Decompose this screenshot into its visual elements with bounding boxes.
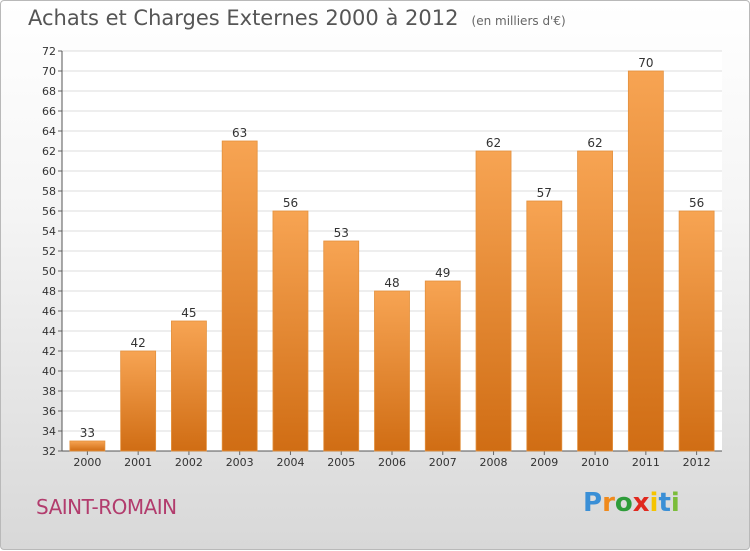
logo-letter: o xyxy=(614,488,633,518)
x-tick-label-2009: 2009 xyxy=(530,456,558,469)
y-tick-label: 48 xyxy=(42,285,56,298)
data-label-2006: 48 xyxy=(384,276,399,290)
logo-letter: i xyxy=(649,488,659,518)
data-label-2005: 53 xyxy=(334,226,349,240)
x-tick-label-2008: 2008 xyxy=(480,456,508,469)
data-label-2004: 56 xyxy=(283,196,298,210)
bar-2004 xyxy=(272,210,309,452)
y-tick-label: 56 xyxy=(42,205,56,218)
data-label-2003: 63 xyxy=(232,126,247,140)
x-tick-label-2000: 2000 xyxy=(73,456,101,469)
logo-letter: x xyxy=(632,488,650,518)
y-tick-label: 52 xyxy=(42,245,56,258)
data-label-2011: 70 xyxy=(638,56,653,70)
y-tick-label: 72 xyxy=(42,45,56,58)
y-tick-label: 44 xyxy=(42,325,56,338)
data-label-2007: 49 xyxy=(435,266,450,280)
y-tick-label: 32 xyxy=(42,445,56,458)
x-tick-label-2006: 2006 xyxy=(378,456,406,469)
y-tick-label: 58 xyxy=(42,185,56,198)
logo-letter: t xyxy=(658,488,671,518)
y-tick-label: 40 xyxy=(42,365,56,378)
x-tick-label-2002: 2002 xyxy=(175,456,203,469)
logo-letter: i xyxy=(670,488,680,518)
data-label-2010: 62 xyxy=(587,136,602,150)
title-unit: (en milliers d'€) xyxy=(471,14,566,28)
chart-title: Achats et Charges Externes 2000 à 2012 (… xyxy=(28,6,566,30)
data-label-2002: 45 xyxy=(181,306,196,320)
bar-2010 xyxy=(577,150,613,452)
x-tick-label-2005: 2005 xyxy=(327,456,355,469)
logo-letter: r xyxy=(602,488,615,518)
y-tick-label: 46 xyxy=(42,305,56,318)
bar-2003 xyxy=(221,140,258,452)
bar-2001 xyxy=(120,350,157,452)
data-label-2008: 62 xyxy=(486,136,501,150)
bar-2002 xyxy=(171,320,207,452)
x-tick-label-2003: 2003 xyxy=(226,456,254,469)
bar-2008 xyxy=(475,150,512,452)
y-tick-label: 36 xyxy=(42,405,56,418)
bars: 33 42 45 63 56 53 48 49 62 57 62 70 56 xyxy=(69,56,715,452)
y-tick-label: 66 xyxy=(42,105,56,118)
x-tick-label-2001: 2001 xyxy=(124,456,152,469)
bar-2005 xyxy=(323,240,360,452)
axes: 32 34 36 38 40 42 44 46 48 50 52 54 56 58 60 62 64 66 68 70… xyxy=(42,45,722,469)
bar-2011 xyxy=(627,70,664,452)
y-tick-label: 60 xyxy=(42,165,56,178)
y-tick-label: 38 xyxy=(42,385,56,398)
x-tick-label-2012: 2012 xyxy=(683,456,711,469)
bar-2007 xyxy=(424,280,461,452)
data-label-2012: 56 xyxy=(689,196,704,210)
data-label-2009: 57 xyxy=(537,186,552,200)
data-label-2001: 42 xyxy=(131,336,146,350)
y-tick-label: 54 xyxy=(42,225,56,238)
y-tick-label: 70 xyxy=(42,65,56,78)
bar-2000 xyxy=(69,440,106,452)
logo-letter: P xyxy=(583,488,603,518)
y-tick-label: 62 xyxy=(42,145,56,158)
proxiti-logo[interactable]: Proxiti xyxy=(583,488,680,518)
data-label-2000: 33 xyxy=(80,426,95,440)
title-text: Achats et Charges Externes 2000 à 2012 xyxy=(28,6,459,30)
x-tick-label-2007: 2007 xyxy=(429,456,457,469)
town-name: SAINT-ROMAIN xyxy=(36,495,177,519)
x-tick-label-2010: 2010 xyxy=(581,456,609,469)
y-tick-label: 68 xyxy=(42,85,56,98)
y-tick-label: 64 xyxy=(42,125,56,138)
y-tick-label: 50 xyxy=(42,265,56,278)
x-tick-label-2011: 2011 xyxy=(632,456,660,469)
bar-2012 xyxy=(678,210,715,452)
x-tick-label-2004: 2004 xyxy=(276,456,304,469)
y-tick-label: 42 xyxy=(42,345,56,358)
y-tick-label: 34 xyxy=(42,425,56,438)
bar-2006 xyxy=(374,290,410,452)
bar-2009 xyxy=(526,200,563,452)
